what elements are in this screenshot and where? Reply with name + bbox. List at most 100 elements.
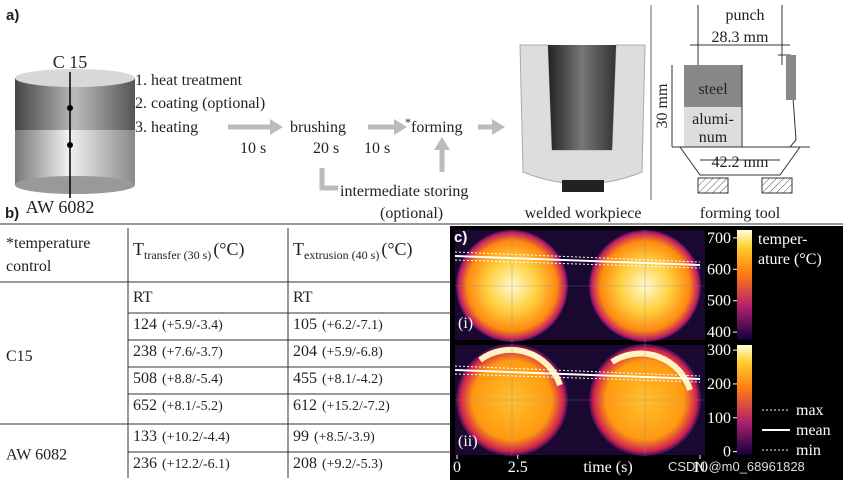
table-cell: 236 (+12.2/-6.1) [133,455,230,472]
x-axis-label: time (s) [583,459,632,476]
material-label: AW 6082 [26,197,95,217]
table: *temperature control Ttransfer (30 s) (°C… [0,228,450,478]
deviation: (+7.6/-3.7) [162,345,223,360]
panel-label: a) [6,7,19,24]
deviation: (+10.2/-4.4) [162,430,230,445]
value: 133 [133,428,157,445]
value: 208 [293,455,317,472]
material-label: C 15 [53,52,88,72]
table-cell: 105 (+6.2/-7.1) [293,316,383,333]
header-cell: Textrusion (40 s) (°C) [293,239,413,262]
time-label: 10 s [240,140,266,157]
colorbar-tick-label: 700 [707,230,731,247]
process-step: 2. coating (optional) [135,95,265,112]
symbol: T [133,239,144,259]
material-label: num [699,129,728,146]
watermark: CSDN @m0_68961828 [668,459,805,474]
legend-entry: max [796,402,824,419]
process-step: 3. heating [135,119,198,136]
deviation: (+8.1/-4.2) [322,372,383,387]
thermal-images [454,230,705,456]
value: 99 [293,428,309,445]
deviation: (+8.5/-3.9) [314,430,375,445]
value: RT [133,289,153,306]
deviation: (+15.2/-7.2) [322,399,390,414]
image-caption: forming tool [700,205,781,222]
subscript: extrusion (40 s) [304,248,379,262]
value: 508 [133,370,157,387]
colorbar-tick-label: 200 [707,376,731,393]
group-label: C15 [6,348,33,365]
table-cell: 612 (+15.2/-7.2) [293,397,390,414]
x-tick-label: 10 [692,459,708,476]
colorbar-tick-label: 400 [707,324,731,341]
time-label: 10 s [364,140,390,157]
legend-entry: mean [796,422,831,439]
legend [762,409,790,451]
deviation: (+5.9/-6.8) [322,345,383,360]
image-caption: welded workpiece [525,205,642,222]
value: 105 [293,316,317,333]
table-cell: RT [133,289,153,306]
process-step: brushing [290,119,346,136]
workpiece-cylinder [15,69,135,198]
colorbar-label: temper- [758,231,807,248]
colorbar-tick-label: 0 [723,444,731,461]
process-step: intermediate storing [340,183,468,200]
colorbar-tick-label: 500 [707,293,731,310]
unit: (°C) [213,239,244,260]
table-cell: 204 (+5.9/-6.8) [293,343,383,360]
colorbar-tick-label: 600 [707,261,731,278]
subscript: transfer (30 s) [144,248,211,262]
deviation: (+8.1/-5.2) [162,399,223,414]
header-cell: control [6,258,52,275]
dimension-label: 28.3 mm [712,29,769,46]
dimension-label: 42.2 mm [712,154,769,171]
value: 124 [133,316,157,333]
value: 236 [133,455,157,472]
welded-workpiece-image [519,44,646,192]
deviation: (+9.2/-5.3) [322,457,383,472]
process-arrows [228,119,505,191]
symbol: T [293,239,304,259]
table-cell: 124 (+5.9/-3.4) [133,316,223,333]
deviation: (+12.2/-6.1) [162,457,230,472]
value: RT [293,289,313,306]
dimension-label: 30 mm [654,83,671,128]
value: 455 [293,370,317,387]
process-note: (optional) [380,205,443,222]
table-cell: 133 (+10.2/-4.4) [133,428,230,445]
table-cell: 208 (+9.2/-5.3) [293,455,383,472]
header-cell: *temperature [6,235,90,252]
x-tick-label: 2.5 [508,459,528,476]
value: 612 [293,397,317,414]
deviation: (+5.9/-3.4) [162,318,223,333]
group-label: AW 6082 [6,447,67,464]
plot-label: (ii) [458,433,478,450]
time-label: 20 s [313,140,339,157]
table-cell: 455 (+8.1/-4.2) [293,370,383,387]
panel-label: c) [454,229,467,246]
header-cell: Ttransfer (30 s) (°C) [133,239,245,262]
colorbar-tick-label: 300 [707,342,731,359]
value: 204 [293,343,317,360]
x-tick-label: 0 [453,459,461,476]
deviation: (+6.2/-7.1) [322,318,383,333]
forming-label: forming [411,119,463,136]
material-label: alumi- [692,111,734,128]
table-cell: 238 (+7.6/-3.7) [133,343,223,360]
deviation: (+8.8/-5.4) [162,372,223,387]
unit: (°C) [381,239,412,260]
table-cell: 99 (+8.5/-3.9) [293,428,375,445]
plot-label: (i) [458,315,473,332]
dimension-label: punch [725,7,764,24]
table-cell: 508 (+8.8/-5.4) [133,370,223,387]
colorbar [737,230,752,340]
footnote-mark: * [405,115,411,129]
process-step: *forming [405,115,463,136]
panel-label: b) [5,205,19,222]
value: 238 [133,343,157,360]
colorbar-label: ature (°C) [758,251,822,268]
table-cell: 652 (+8.1/-5.2) [133,397,223,414]
